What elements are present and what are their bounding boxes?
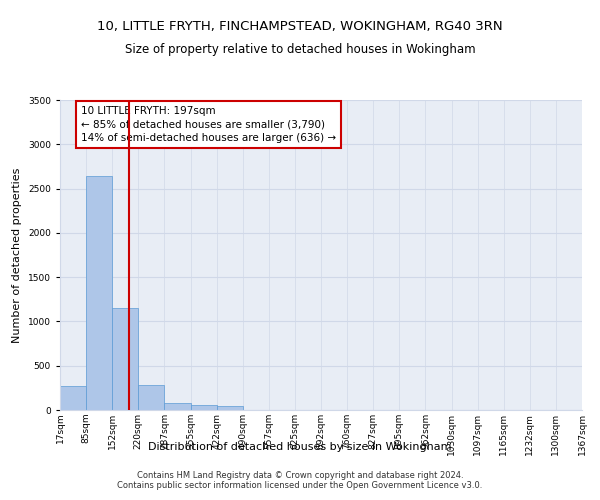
Bar [86, 176, 112, 410]
Text: Contains HM Land Registry data © Crown copyright and database right 2024.
Contai: Contains HM Land Registry data © Crown c… [118, 470, 482, 490]
Bar [112, 308, 139, 410]
Bar [164, 403, 191, 410]
Bar [217, 406, 243, 410]
Text: 10 LITTLE FRYTH: 197sqm
← 85% of detached houses are smaller (3,790)
14% of semi: 10 LITTLE FRYTH: 197sqm ← 85% of detache… [81, 106, 336, 142]
Text: Size of property relative to detached houses in Wokingham: Size of property relative to detached ho… [125, 42, 475, 56]
Text: 10, LITTLE FRYTH, FINCHAMPSTEAD, WOKINGHAM, RG40 3RN: 10, LITTLE FRYTH, FINCHAMPSTEAD, WOKINGH… [97, 20, 503, 33]
Bar [139, 385, 164, 410]
Y-axis label: Number of detached properties: Number of detached properties [13, 168, 22, 342]
Bar [60, 386, 86, 410]
Text: Distribution of detached houses by size in Wokingham: Distribution of detached houses by size … [148, 442, 452, 452]
Bar [191, 404, 217, 410]
